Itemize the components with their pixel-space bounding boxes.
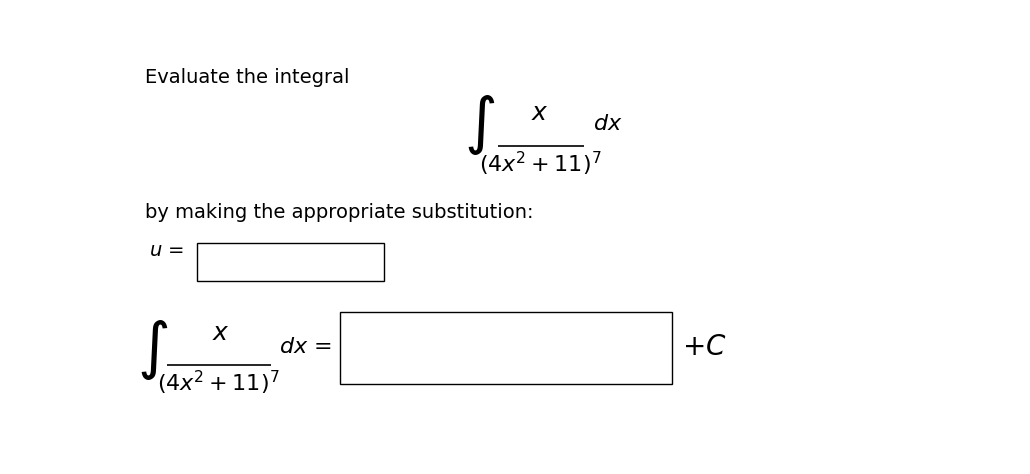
Text: $x$: $x$ xyxy=(212,321,230,346)
Text: $\int$: $\int$ xyxy=(465,93,495,157)
Text: $x$: $x$ xyxy=(531,100,549,125)
FancyBboxPatch shape xyxy=(340,312,672,383)
Text: $(4x^2 + 11)^7$: $(4x^2 + 11)^7$ xyxy=(157,369,279,397)
Text: $u$ =: $u$ = xyxy=(148,241,183,260)
Text: $+C$: $+C$ xyxy=(682,333,726,361)
Text: Evaluate the integral: Evaluate the integral xyxy=(144,68,349,87)
Text: $dx$ =: $dx$ = xyxy=(279,337,332,357)
FancyBboxPatch shape xyxy=(197,243,384,282)
Text: $dx$: $dx$ xyxy=(593,114,623,135)
Text: by making the appropriate substitution:: by making the appropriate substitution: xyxy=(144,203,534,222)
Text: $\int$: $\int$ xyxy=(137,318,168,382)
Text: $(4x^2 + 11)^7$: $(4x^2 + 11)^7$ xyxy=(479,150,602,178)
